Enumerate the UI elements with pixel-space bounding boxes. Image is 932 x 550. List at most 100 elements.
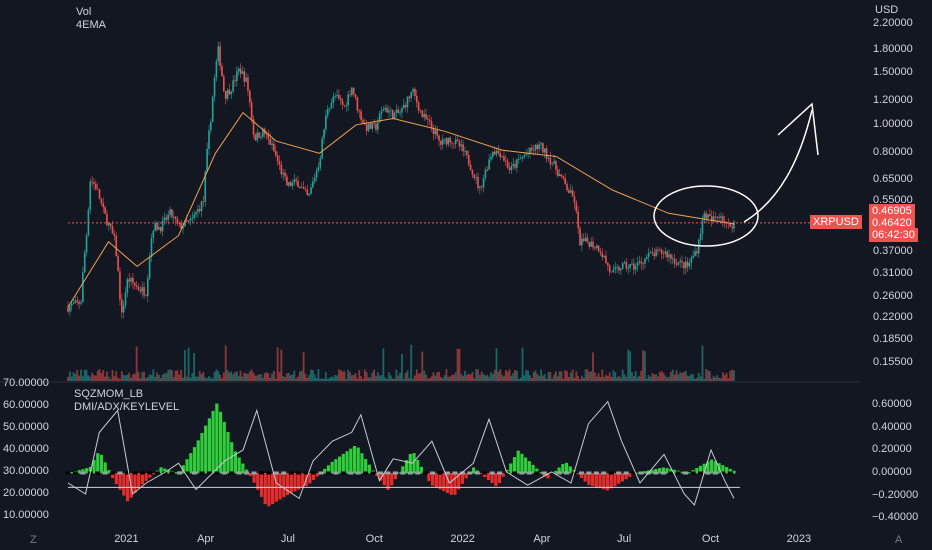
candle-body bbox=[287, 182, 290, 186]
volume-bar bbox=[534, 370, 537, 381]
candle-body bbox=[595, 245, 598, 249]
candle-body bbox=[638, 261, 641, 263]
volume-bar bbox=[584, 369, 587, 381]
candle-body bbox=[299, 187, 301, 189]
momentum-bar bbox=[431, 473, 435, 486]
candle-body bbox=[269, 138, 272, 145]
candle-body bbox=[371, 123, 374, 129]
candle-body bbox=[202, 201, 205, 203]
volume-bar bbox=[94, 375, 97, 381]
squeeze-dot bbox=[445, 471, 451, 475]
candle-body bbox=[391, 109, 394, 119]
momentum-bar bbox=[501, 473, 505, 477]
auto-scale-button[interactable]: A bbox=[895, 534, 903, 546]
volume-bar bbox=[158, 374, 160, 381]
momentum-bar bbox=[486, 473, 491, 481]
squeeze-dot bbox=[110, 471, 116, 475]
volume-bar bbox=[319, 378, 322, 381]
candle-body bbox=[670, 254, 672, 259]
candle-body bbox=[182, 226, 184, 229]
reset-zoom-button[interactable]: Z bbox=[30, 534, 37, 546]
volume-bar bbox=[666, 377, 669, 381]
volume-bar bbox=[178, 374, 181, 381]
candle-body bbox=[620, 268, 622, 271]
volume-bar bbox=[421, 351, 424, 381]
volume-bar bbox=[445, 369, 448, 381]
squeeze-dot bbox=[586, 471, 592, 475]
momentum-bar bbox=[367, 464, 371, 474]
candle-body bbox=[358, 110, 361, 112]
volume-bar bbox=[120, 371, 123, 381]
volume-bar bbox=[644, 351, 646, 381]
candle-body bbox=[260, 136, 262, 138]
volume-bar bbox=[473, 378, 476, 381]
volume-bar bbox=[410, 344, 413, 381]
volume-bar bbox=[694, 378, 696, 381]
volume-bar bbox=[469, 374, 472, 381]
indicator-right-tick-label: −0.40000 bbox=[872, 511, 919, 524]
candle-body bbox=[538, 144, 541, 149]
candle-body bbox=[662, 253, 665, 255]
candle-body bbox=[634, 266, 637, 270]
volume-bar bbox=[191, 373, 194, 381]
volume-bar bbox=[579, 378, 581, 381]
volume-bar bbox=[536, 373, 539, 381]
candle-body bbox=[165, 217, 168, 220]
volume-bar bbox=[369, 377, 372, 381]
volume-bar bbox=[100, 373, 103, 381]
squeeze-dot bbox=[333, 471, 339, 475]
price-tick-label: 1.20000 bbox=[873, 94, 913, 107]
candle-body bbox=[319, 158, 322, 168]
volume-bar bbox=[334, 374, 337, 381]
candle-body bbox=[428, 119, 431, 122]
momentum-bar bbox=[148, 473, 152, 478]
candle-body bbox=[712, 216, 715, 222]
indicator-left-tick-label: 40.00000 bbox=[3, 443, 49, 455]
momentum-bar bbox=[408, 453, 412, 474]
squeeze-dot bbox=[727, 471, 733, 475]
price-tick-label: 1.80000 bbox=[873, 42, 913, 55]
volume-bar bbox=[545, 378, 548, 381]
volume-bar bbox=[267, 373, 270, 381]
momentum-bar bbox=[341, 453, 345, 474]
volume-bar bbox=[376, 372, 379, 381]
momentum-bar bbox=[568, 466, 572, 474]
momentum-bar bbox=[713, 461, 717, 474]
sqzmom-label: SQZMOM_LB bbox=[74, 388, 144, 400]
candle-body bbox=[588, 242, 591, 247]
candle-body bbox=[453, 143, 455, 145]
candle-body bbox=[722, 216, 724, 222]
volume-bar bbox=[347, 369, 350, 381]
candle-body bbox=[210, 121, 212, 131]
volume-bar bbox=[703, 378, 706, 381]
volume-bar bbox=[608, 372, 611, 381]
volume-bar bbox=[651, 373, 654, 381]
candle-body bbox=[325, 115, 327, 130]
candle-body bbox=[328, 107, 331, 110]
candle-body bbox=[308, 193, 310, 196]
volume-bar bbox=[714, 377, 717, 381]
candle-body bbox=[239, 68, 242, 74]
momentum-bar bbox=[412, 453, 416, 474]
squeeze-dot bbox=[690, 471, 696, 475]
volume-bar bbox=[564, 370, 567, 381]
candle-body bbox=[633, 263, 635, 270]
candle-body bbox=[261, 128, 264, 137]
momentum-bar bbox=[114, 473, 118, 485]
candle-body bbox=[362, 119, 364, 123]
volume-bar bbox=[458, 349, 461, 381]
candle-body bbox=[93, 182, 95, 184]
momentum-bar bbox=[297, 473, 301, 490]
volume-bar bbox=[293, 370, 296, 381]
volume-bar bbox=[566, 371, 568, 381]
momentum-bar bbox=[442, 473, 446, 492]
candle-body bbox=[456, 139, 459, 142]
candle-body bbox=[666, 251, 669, 258]
momentum-bar bbox=[591, 473, 595, 487]
volume-bar bbox=[401, 353, 403, 381]
volume-bar bbox=[423, 370, 426, 381]
volume-bar bbox=[308, 374, 311, 381]
symbol-tag[interactable]: XRPUSD bbox=[810, 215, 862, 229]
candle-body bbox=[304, 188, 307, 190]
